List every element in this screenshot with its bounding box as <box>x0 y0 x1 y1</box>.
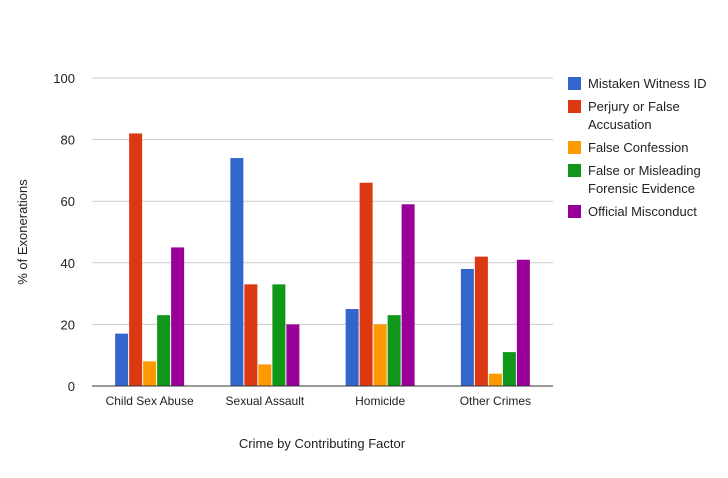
bar-mistaken-witness-id <box>230 158 244 386</box>
legend-label: Official Misconduct <box>588 204 697 219</box>
x-tick-label: Other Crimes <box>460 394 531 408</box>
bar-false-confession <box>373 324 387 386</box>
bar-official-misconduct <box>401 204 415 386</box>
y-axis-title: % of Exonerations <box>15 179 30 285</box>
legend-label: Perjury or False <box>588 99 680 114</box>
y-tick-label: 20 <box>61 317 75 332</box>
legend-label: Forensic Evidence <box>588 181 695 196</box>
legend-label: False or Misleading <box>588 163 701 178</box>
y-tick-label: 80 <box>61 133 75 148</box>
legend-item: Perjury or False Accusation <box>568 99 680 132</box>
legend-label: False Confession <box>588 140 688 155</box>
y-axis-ticks: 0 20 40 60 80 100 <box>53 71 75 394</box>
x-tick-label: Child Sex Abuse <box>106 394 194 408</box>
y-tick-label: 60 <box>61 194 75 209</box>
x-axis-ticks: Child Sex Abuse Sexual Assault Homicide Oth… <box>106 394 531 408</box>
bar-false-confession <box>488 373 502 386</box>
x-tick-label: Sexual Assault <box>226 394 305 408</box>
bar-false-confession <box>258 364 272 386</box>
y-tick-label: 40 <box>61 256 75 271</box>
bar-mistaken-witness-id <box>345 309 359 386</box>
bar-official-misconduct <box>286 324 300 386</box>
bar-false-or-misleading-forensic-evidence <box>157 315 171 386</box>
legend-item: Official Misconduct <box>568 204 697 219</box>
legend: Mistaken Witness ID Perjury or False Accus… <box>568 76 706 219</box>
legend-swatch <box>568 205 581 218</box>
bar-perjury-or-false-accusation <box>359 182 373 386</box>
bar-false-or-misleading-forensic-evidence <box>387 315 401 386</box>
legend-swatch <box>568 100 581 113</box>
bar-mistaken-witness-id <box>115 333 129 386</box>
legend-label: Mistaken Witness ID <box>588 76 706 91</box>
bar-official-misconduct <box>516 259 530 386</box>
bar-mistaken-witness-id <box>460 268 474 386</box>
bar-false-or-misleading-forensic-evidence <box>502 352 516 386</box>
bar-official-misconduct <box>171 247 185 386</box>
legend-swatch <box>568 164 581 177</box>
bar-perjury-or-false-accusation <box>474 256 488 386</box>
bars <box>115 133 530 386</box>
bar-perjury-or-false-accusation <box>129 133 143 386</box>
legend-swatch <box>568 77 581 90</box>
y-tick-label: 0 <box>68 379 75 394</box>
legend-swatch <box>568 141 581 154</box>
x-tick-label: Homicide <box>355 394 405 408</box>
bar-perjury-or-false-accusation <box>244 284 258 386</box>
legend-item: Mistaken Witness ID <box>568 76 706 91</box>
y-tick-label: 100 <box>53 71 75 86</box>
bar-false-or-misleading-forensic-evidence <box>272 284 286 386</box>
bar-false-confession <box>143 361 157 386</box>
legend-item: False Confession <box>568 140 688 155</box>
legend-label: Accusation <box>588 117 652 132</box>
x-axis-title: Crime by Contributing Factor <box>239 436 406 451</box>
legend-item: False or Misleading Forensic Evidence <box>568 163 701 196</box>
